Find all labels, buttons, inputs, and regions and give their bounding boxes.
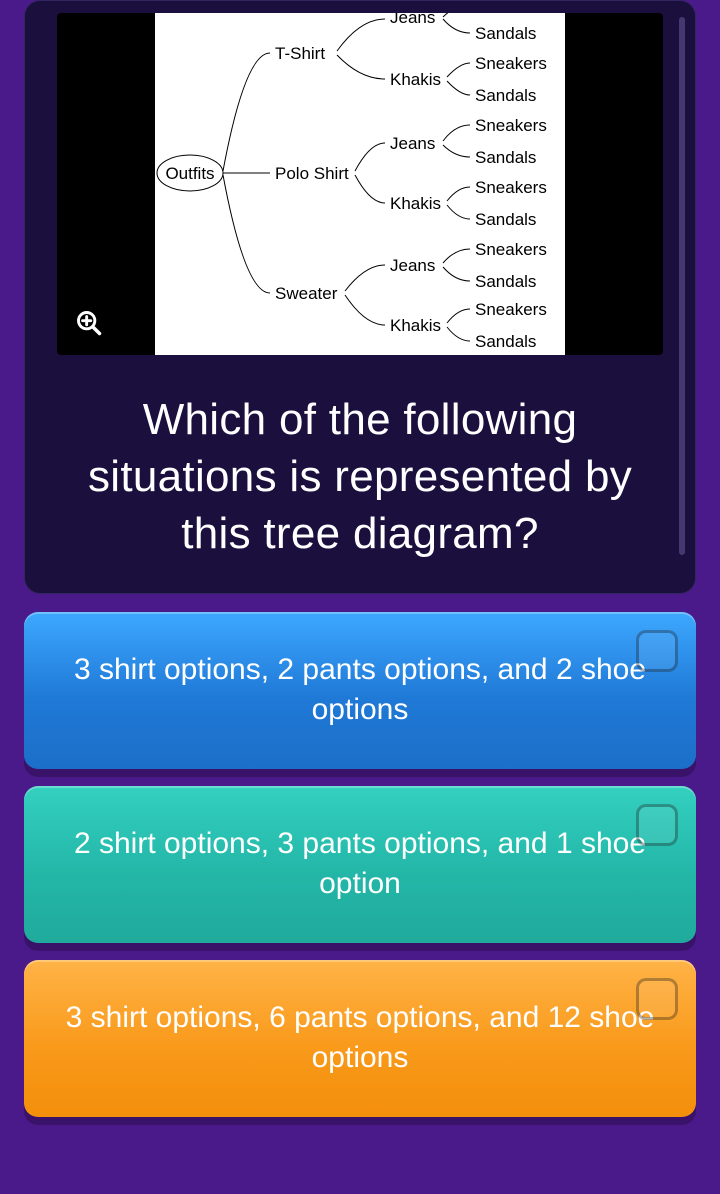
question-image-area: Outfits T-Shirt Polo Shirt Sweater Jeans… xyxy=(57,13,663,355)
tree-l1-tshirt: T-Shirt xyxy=(275,44,325,63)
tree-l2-jeans-3: Jeans xyxy=(390,256,435,275)
answer-option-b[interactable]: 2 shirt options, 3 pants options, and 1 … xyxy=(24,786,696,943)
main-container: Outfits T-Shirt Polo Shirt Sweater Jeans… xyxy=(0,0,720,1117)
tree-diagram: Outfits T-Shirt Polo Shirt Sweater Jeans… xyxy=(155,13,565,355)
tree-l3-sandals-4: Sandals xyxy=(475,210,536,229)
answer-checkbox-b[interactable] xyxy=(636,804,678,846)
tree-l1-sweater: Sweater xyxy=(275,284,338,303)
tree-l2-khakis-3: Khakis xyxy=(390,316,441,335)
tree-l1-polo: Polo Shirt xyxy=(275,164,349,183)
answer-text-a: 3 shirt options, 2 pants options, and 2 … xyxy=(54,650,666,731)
zoom-button[interactable] xyxy=(67,301,111,345)
question-text: Which of the following situations is rep… xyxy=(25,355,695,563)
tree-l3-sneakers-4: Sneakers xyxy=(475,178,547,197)
tree-l3-sandals-1: Sandals xyxy=(475,24,536,43)
tree-l3-sneakers-5: Sneakers xyxy=(475,240,547,259)
tree-l3-sandals-5: Sandals xyxy=(475,272,536,291)
scrollbar-thumb[interactable] xyxy=(679,17,685,555)
tree-root-label: Outfits xyxy=(165,164,214,183)
answer-checkbox-c[interactable] xyxy=(636,978,678,1020)
tree-l3-sneakers-6: Sneakers xyxy=(475,300,547,319)
tree-l2-jeans-2: Jeans xyxy=(390,134,435,153)
tree-l3-sneakers-3: Sneakers xyxy=(475,116,547,135)
tree-l3-sneakers-2: Sneakers xyxy=(475,54,547,73)
answer-text-c: 3 shirt options, 6 pants options, and 12… xyxy=(54,998,666,1079)
tree-l3-sandals-3: Sandals xyxy=(475,148,536,167)
tree-l3-sandals-6: Sandals xyxy=(475,332,536,351)
zoom-in-icon xyxy=(75,309,103,337)
answer-checkbox-a[interactable] xyxy=(636,630,678,672)
tree-l2-khakis-1: Khakis xyxy=(390,70,441,89)
question-card: Outfits T-Shirt Polo Shirt Sweater Jeans… xyxy=(24,0,696,594)
answer-option-c[interactable]: 3 shirt options, 6 pants options, and 12… xyxy=(24,960,696,1117)
tree-l2-jeans-1: Jeans xyxy=(390,13,435,27)
tree-l2-khakis-2: Khakis xyxy=(390,194,441,213)
answer-option-a[interactable]: 3 shirt options, 2 pants options, and 2 … xyxy=(24,612,696,769)
answer-text-b: 2 shirt options, 3 pants options, and 1 … xyxy=(54,824,666,905)
tree-l3-sandals-2: Sandals xyxy=(475,86,536,105)
